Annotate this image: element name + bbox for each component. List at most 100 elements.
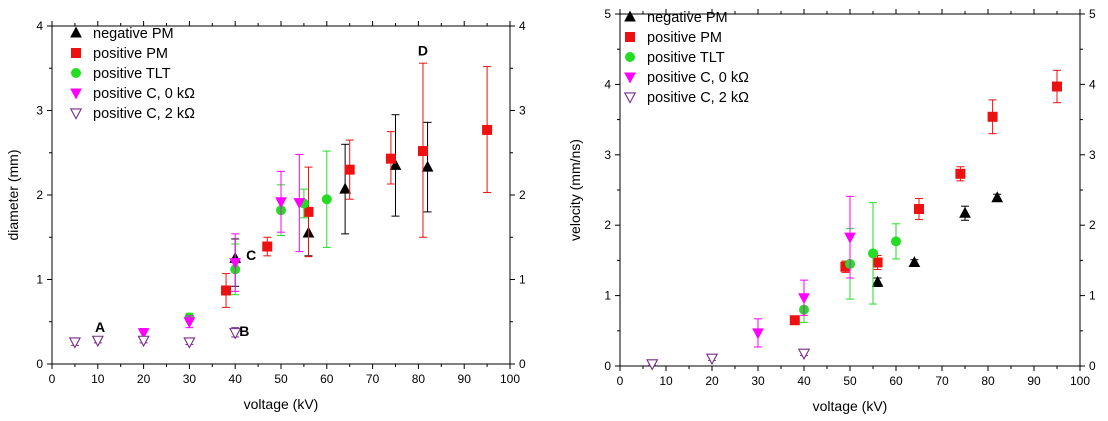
y-tick-label: 3	[36, 104, 43, 118]
data-point	[871, 275, 884, 287]
data-point	[891, 236, 902, 247]
legend-marker	[625, 52, 636, 63]
data-point	[275, 197, 287, 209]
series-positive-c-2-kohm	[68, 327, 242, 349]
legend: negative PM positive PM positive TLT positi…	[69, 26, 195, 122]
data-point	[183, 337, 196, 349]
legend-entry: positive C, 2 kΩ	[93, 106, 195, 122]
legend-marker	[624, 72, 636, 84]
x-tick-label: 70	[935, 374, 949, 388]
data-point	[91, 335, 104, 348]
data-point	[183, 317, 196, 329]
data-point	[789, 315, 800, 326]
x-tick-label: 10	[659, 374, 673, 388]
right-y-tick-label: 1	[1089, 289, 1096, 303]
y-tick-label: 0	[604, 359, 611, 373]
data-point	[303, 206, 314, 217]
data-point	[872, 257, 883, 268]
legend-entry: positive C, 0 kΩ	[647, 70, 749, 86]
x-axis-label: voltage (kV)	[244, 396, 319, 412]
data-point	[385, 153, 396, 164]
legend-marker	[623, 92, 637, 104]
data-point	[137, 335, 150, 348]
legend-entry: negative PM	[647, 10, 728, 26]
data-point	[321, 194, 332, 205]
data-point	[262, 241, 273, 252]
right-y-tick-label: 2	[519, 188, 526, 202]
legend-marker	[70, 88, 82, 100]
series-positive-c-2-kohm	[646, 348, 811, 371]
x-tick-label: 80	[412, 372, 426, 386]
data-point	[987, 111, 998, 122]
data-point	[868, 248, 879, 259]
y-tick-label: 2	[36, 188, 43, 202]
data-point	[482, 124, 493, 135]
legend-entry: positive PM	[93, 46, 168, 62]
data-point	[646, 359, 659, 371]
right-y-tick-label: 0	[1089, 359, 1096, 373]
series-negative-pm	[871, 191, 1004, 287]
y-tick-label: 4	[36, 19, 43, 33]
legend-marker	[70, 26, 82, 38]
legend-entry: negative PM	[93, 26, 174, 42]
legend-entry: positive PM	[647, 30, 722, 46]
data-point	[421, 160, 434, 172]
data-point	[914, 204, 925, 215]
annotation-a: A	[95, 319, 105, 335]
x-tick-label: 0	[617, 374, 624, 388]
y-axis-label: diameter (mm)	[5, 149, 21, 240]
legend-entry: positive TLT	[647, 50, 725, 66]
right-y-tick-label: 4	[1089, 77, 1096, 91]
legend-marker	[71, 68, 82, 79]
x-axis-label: voltage (kV)	[813, 398, 888, 414]
annotation-b: B	[239, 323, 249, 339]
data-point	[293, 198, 306, 210]
y-tick-label: 2	[604, 218, 611, 232]
right-y-tick-label: 0	[519, 357, 526, 371]
x-tick-label: 20	[705, 374, 719, 388]
series-positive-pm	[789, 69, 1063, 326]
x-tick-label: 60	[889, 374, 903, 388]
x-tick-label: 30	[183, 372, 197, 386]
annotation-d: D	[418, 43, 428, 59]
data-point	[229, 258, 242, 270]
x-tick-label: 90	[1027, 374, 1041, 388]
x-tick-label: 50	[274, 372, 288, 386]
data-point	[68, 337, 82, 349]
legend-marker	[69, 108, 83, 120]
x-tick-label: 90	[458, 372, 472, 386]
legend-entry: positive TLT	[93, 66, 171, 82]
data-point	[417, 146, 428, 157]
y-tick-label: 4	[604, 77, 611, 91]
right-y-tick-label: 1	[519, 273, 526, 287]
data-point	[955, 168, 966, 179]
x-tick-label: 0	[49, 372, 56, 386]
x-tick-label: 80	[981, 374, 995, 388]
data-point	[137, 328, 150, 340]
y-axis-label: velocity (mm/ns)	[567, 139, 583, 241]
data-point	[908, 256, 921, 268]
series-positive-c-0-kohm	[752, 195, 856, 348]
legend-marker	[625, 32, 636, 43]
x-tick-label: 20	[137, 372, 151, 386]
right-y-tick-label: 5	[1089, 7, 1096, 21]
data-point	[339, 182, 351, 194]
x-tick-label: 60	[320, 372, 334, 386]
x-tick-label: 70	[366, 372, 380, 386]
data-point	[959, 206, 971, 218]
y-tick-label: 3	[604, 148, 611, 162]
legend-entry: positive C, 0 kΩ	[93, 86, 195, 102]
x-tick-label: 40	[797, 374, 811, 388]
data-point	[221, 285, 232, 296]
right-y-tick-label: 4	[519, 19, 526, 33]
legend-entry: positive C, 2 kΩ	[647, 90, 749, 106]
annotation-c: C	[246, 247, 256, 263]
data-point	[844, 232, 856, 244]
data-point	[797, 348, 811, 361]
data-point	[389, 158, 402, 170]
data-point	[1052, 81, 1063, 92]
y-tick-label: 1	[36, 273, 43, 287]
